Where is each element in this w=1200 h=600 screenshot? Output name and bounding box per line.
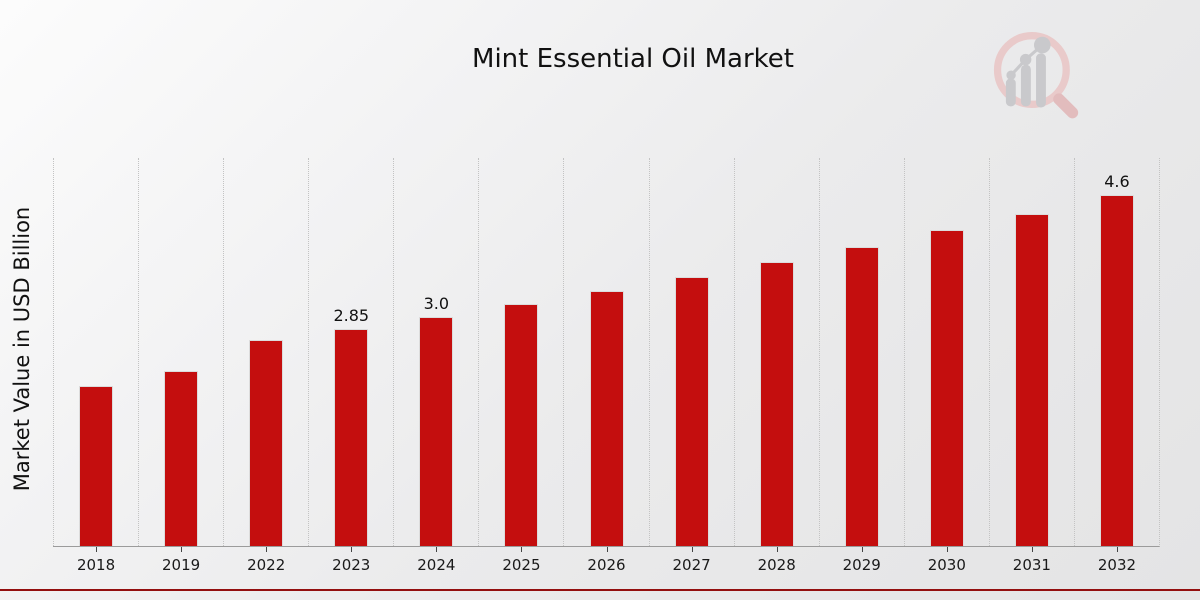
plot-area: 2018 2019 2022 2.85 2023 3.0 2024 2025 2026 2027 2… xyxy=(53,158,1160,574)
x-axis-tick-2029 xyxy=(861,547,863,552)
bar-2031 xyxy=(1014,214,1049,546)
category-column-2019: 2019 xyxy=(138,158,223,574)
category-column-2028: 2028 xyxy=(733,158,819,574)
x-axis-label-2018: 2018 xyxy=(76,556,116,574)
x-axis-label-2028: 2028 xyxy=(757,556,796,574)
x-axis-label-2022: 2022 xyxy=(247,556,286,574)
x-axis-tick-2031 xyxy=(1031,547,1033,552)
x-axis-tick-2022 xyxy=(266,547,268,552)
bar-value-label-2023: 2.85 xyxy=(333,306,370,325)
category-column-2031: 2031 xyxy=(988,158,1074,574)
x-axis-label-2026: 2026 xyxy=(587,556,626,574)
bar-2029 xyxy=(844,247,879,546)
category-column-2026: 2026 xyxy=(563,158,648,574)
bar-2022 xyxy=(249,340,284,546)
bar-2028 xyxy=(759,262,794,546)
x-axis-label-2030: 2030 xyxy=(927,556,966,574)
bar-2018 xyxy=(79,386,114,546)
x-axis-tick-2019 xyxy=(181,547,183,552)
trend-dot-small xyxy=(1006,70,1016,80)
category-column-2027: 2027 xyxy=(648,158,734,574)
x-axis-label-2032: 2032 xyxy=(1097,556,1137,574)
category-column-2023: 2.85 2023 xyxy=(308,158,393,574)
x-axis-label-2024: 2024 xyxy=(417,556,456,574)
magnifier-bar-chart-icon xyxy=(993,32,1079,119)
x-axis-tick-2018 xyxy=(96,547,98,552)
logo-bar-small xyxy=(1005,78,1016,107)
category-column-2032: 4.6 2032 xyxy=(1073,158,1159,574)
footer-accent-bar xyxy=(0,589,1200,600)
bar-2019 xyxy=(164,371,199,546)
x-axis-label-2025: 2025 xyxy=(502,556,541,574)
bar-2027 xyxy=(674,277,709,546)
magnifier-ring xyxy=(993,32,1070,108)
x-axis-label-2029: 2029 xyxy=(842,556,881,574)
x-axis-tick-2030 xyxy=(946,547,948,552)
trend-dot-large xyxy=(1033,36,1051,54)
x-axis-label-2019: 2019 xyxy=(162,556,201,574)
logo-bar-large xyxy=(1036,53,1046,108)
x-axis-tick-2027 xyxy=(691,547,693,552)
bar-2024 xyxy=(419,317,454,546)
x-axis-tick-2024 xyxy=(436,547,438,552)
bar-2026 xyxy=(589,291,624,546)
logo-bar-medium xyxy=(1020,64,1031,107)
bar-2030 xyxy=(929,230,964,546)
x-axis-label-2031: 2031 xyxy=(1012,556,1051,574)
trend-dot-medium xyxy=(1019,53,1032,66)
category-column-2018: 2018 xyxy=(53,158,138,574)
x-axis-tick-2023 xyxy=(351,547,353,552)
bar-value-label-2024: 3.0 xyxy=(423,294,450,313)
magnifier-handle xyxy=(1053,93,1079,119)
category-column-2025: 2025 xyxy=(478,158,563,574)
x-axis-tick-2032 xyxy=(1116,547,1118,552)
x-axis-label-2027: 2027 xyxy=(672,556,711,574)
category-column-2030: 2030 xyxy=(903,158,989,574)
category-column-2024: 3.0 2024 xyxy=(393,158,478,574)
category-column-2029: 2029 xyxy=(818,158,904,574)
bar-2025 xyxy=(504,304,539,546)
x-axis-tick-2025 xyxy=(521,547,523,552)
x-axis-tick-2028 xyxy=(776,547,778,552)
bar-value-label-2032: 4.6 xyxy=(1104,172,1130,191)
bar-2032 xyxy=(1099,195,1134,546)
chart-title: Mint Essential Oil Market xyxy=(472,44,794,74)
x-axis-tick-2026 xyxy=(606,547,608,552)
bar-2023 xyxy=(334,329,369,546)
y-axis-label: Market Value in USD Billion xyxy=(10,206,34,492)
category-column-2022: 2022 xyxy=(223,158,308,574)
x-axis-label-2023: 2023 xyxy=(332,556,371,574)
